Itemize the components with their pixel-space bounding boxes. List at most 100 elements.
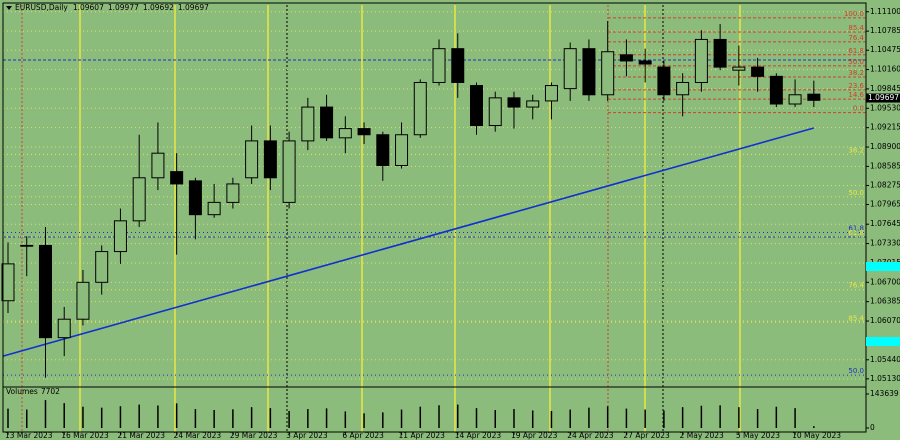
- y-tick-label: 1.10785: [870, 26, 900, 35]
- low-value: 1.09692: [143, 3, 174, 12]
- y-tick-label: 1.05130: [870, 374, 900, 383]
- marker-box: [866, 337, 900, 346]
- y-tick-label: 1.11100: [870, 7, 900, 16]
- candle-body: [451, 48, 465, 83]
- x-tick-label: 6 Apr 2023: [342, 431, 384, 440]
- candle-body: [263, 140, 277, 179]
- y-tick-label: 1.05440: [870, 355, 900, 364]
- candle-body: [788, 94, 802, 105]
- y-tick-label: 1.09845: [870, 84, 900, 93]
- fib-label: 61.8: [848, 225, 864, 233]
- candle-body: [282, 140, 296, 203]
- x-tick-label: 3 Apr 2023: [286, 431, 328, 440]
- price-box: [866, 93, 900, 103]
- candle-body: [188, 180, 202, 216]
- candle-body: [488, 97, 502, 127]
- candle-body: [76, 281, 90, 320]
- x-tick-label: 14 Apr 2023: [455, 431, 502, 440]
- candle-body: [638, 60, 652, 65]
- candle-body: [226, 183, 240, 203]
- volume-title: Volumes 7702: [6, 387, 60, 396]
- x-tick-label: 19 Apr 2023: [511, 431, 558, 440]
- fib-label: 0.0: [853, 105, 864, 113]
- x-tick-label: 16 Mar 2023: [61, 431, 109, 440]
- fib-label: 50.0: [848, 367, 864, 375]
- x-tick-label: 13 Mar 2023: [5, 431, 53, 440]
- candle-body: [807, 93, 821, 101]
- fib-label: 50.0: [848, 58, 864, 66]
- candle-body: [301, 106, 315, 142]
- y-tick-label: 1.09215: [870, 123, 900, 132]
- candle-body: [676, 81, 690, 96]
- y-tick-label: 1.06070: [870, 316, 900, 325]
- fib-label: 76.4: [848, 282, 864, 290]
- fib-label: 38.2: [848, 146, 864, 154]
- fib-label: 61.8: [848, 47, 864, 55]
- y-tick-label: 1.08585: [870, 161, 900, 170]
- candle-body: [732, 66, 746, 71]
- volume-label: Volumes: [6, 387, 38, 396]
- candle-body: [601, 51, 615, 96]
- x-tick-label: 24 Mar 2023: [174, 431, 222, 440]
- y-tick-label: 1.10475: [870, 45, 900, 54]
- chart-header: EURUSD,Daily 1.09607 1.09977 1.09692 1.09697: [15, 3, 209, 12]
- candle-body: [95, 251, 109, 283]
- candle-body: [582, 48, 596, 96]
- volume-tick-label: 143639: [870, 389, 899, 398]
- candle-body: [38, 244, 52, 339]
- candle-body: [20, 244, 34, 247]
- symbol: EURUSD,Daily: [15, 3, 68, 12]
- x-tick-label: 5 May 2023: [736, 431, 780, 440]
- candle-body: [320, 106, 334, 139]
- candle-body: [713, 38, 727, 68]
- x-tick-label: 11 Apr 2023: [399, 431, 446, 440]
- y-tick-label: 1.06700: [870, 277, 900, 286]
- fib-label: 61.8: [848, 229, 864, 237]
- candle-body: [694, 38, 708, 83]
- candle-body: [376, 134, 390, 166]
- fib-label: 38.2: [848, 69, 864, 77]
- trendline: [2, 127, 815, 357]
- y-tick-label: 1.10160: [870, 65, 900, 74]
- candle-body: [507, 97, 521, 108]
- candle-body: [357, 128, 371, 136]
- y-tick-label: 1.08900: [870, 142, 900, 151]
- candle-body: [113, 220, 127, 253]
- candle-body: [751, 66, 765, 77]
- candle-body: [563, 48, 577, 90]
- y-tick-label: 1.08275: [870, 180, 900, 189]
- candle-body: [170, 171, 184, 185]
- fib-label: 14.6: [848, 91, 864, 99]
- x-tick-label: 21 Mar 2023: [117, 431, 165, 440]
- fib-label: 76.4: [848, 34, 864, 42]
- plot-layer: 1.11100 1.10785 1.10475 1.10160 1.09845 1.095…: [1, 7, 900, 440]
- candle-body: [245, 140, 259, 179]
- high-value: 1.09977: [108, 3, 139, 12]
- fib-label: 50.0: [848, 189, 864, 197]
- y-tick-label: 1.07965: [870, 200, 900, 209]
- fib-label: 23.6: [848, 82, 864, 90]
- x-tick-label: 10 May 2023: [792, 431, 841, 440]
- fib-label: 85.4: [848, 314, 864, 322]
- candle-body: [432, 48, 446, 83]
- fib-label: 100.0: [844, 10, 864, 18]
- candle-body: [619, 54, 633, 62]
- candle-body: [338, 128, 352, 139]
- fib-label: 85.4: [848, 24, 864, 32]
- y-tick-label: 1.07330: [870, 239, 900, 248]
- candle-body: [132, 177, 146, 222]
- candle-body: [657, 66, 671, 96]
- candle-body: [413, 81, 427, 136]
- candle-body: [1, 263, 15, 302]
- candle-body: [470, 85, 483, 127]
- price-box-label: 1.09697: [868, 93, 899, 102]
- candle-body: [57, 318, 71, 339]
- volume-tick-label: 0: [870, 423, 875, 432]
- marker-box: [866, 262, 900, 271]
- y-tick-label: 1.06385: [870, 297, 900, 306]
- x-tick-label: 29 Mar 2023: [230, 431, 278, 440]
- collapse-icon: [6, 6, 12, 10]
- y-tick-label: 1.07645: [870, 219, 900, 228]
